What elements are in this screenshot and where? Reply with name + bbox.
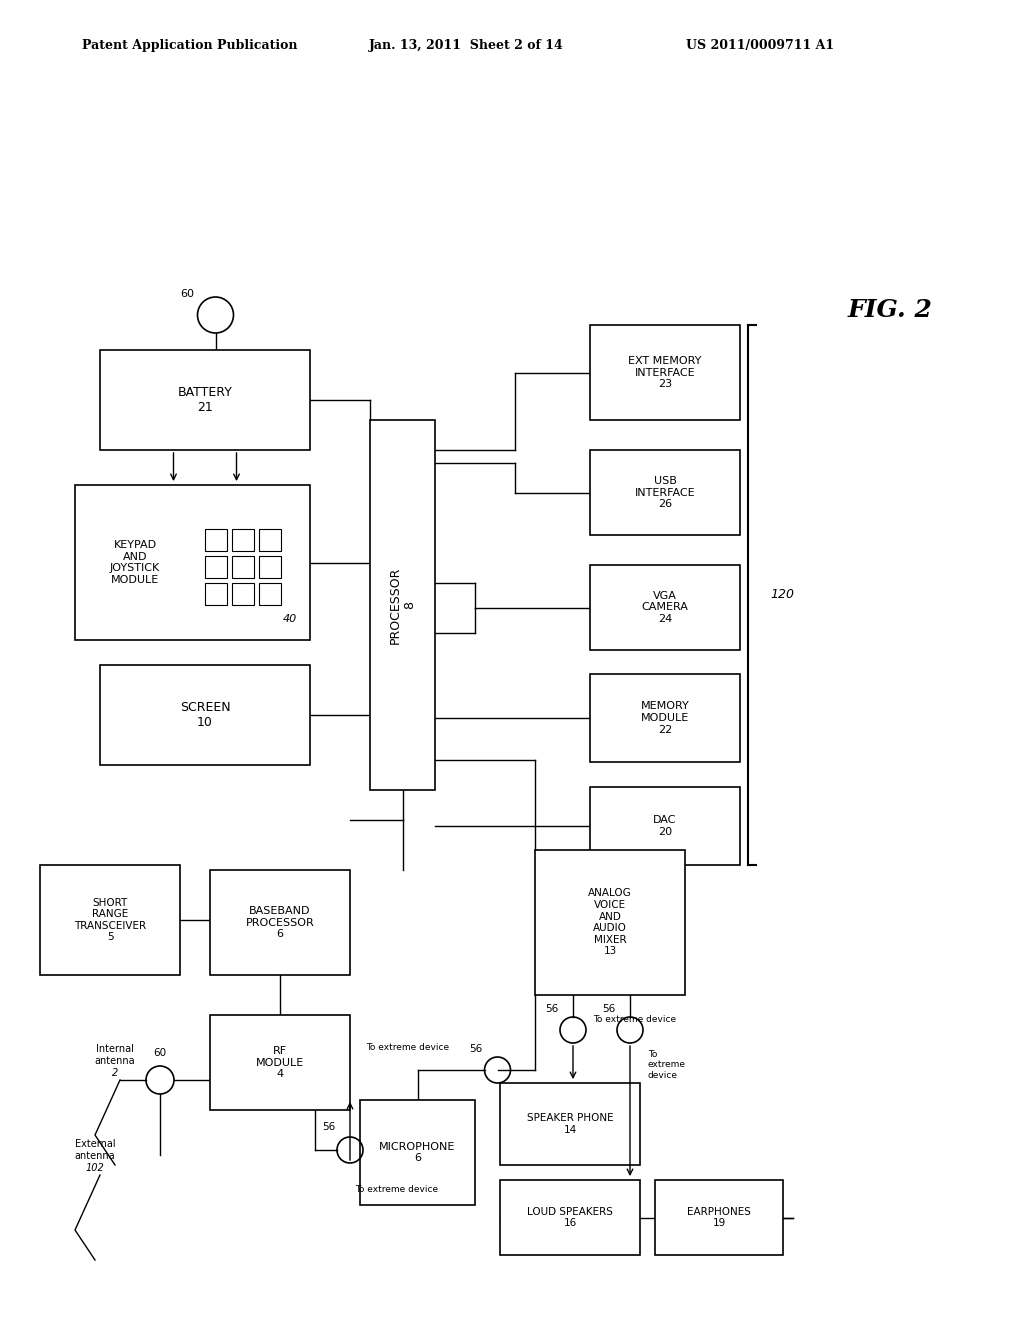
Bar xyxy=(590,787,740,865)
Bar xyxy=(75,484,310,640)
Text: Patent Application Publication: Patent Application Publication xyxy=(82,38,297,51)
Text: 60: 60 xyxy=(180,289,195,300)
Text: To extreme device: To extreme device xyxy=(593,1015,676,1024)
Text: SCREEN
10: SCREEN 10 xyxy=(179,701,230,729)
Bar xyxy=(259,529,281,550)
Bar xyxy=(360,1100,475,1205)
Text: Jan. 13, 2011  Sheet 2 of 14: Jan. 13, 2011 Sheet 2 of 14 xyxy=(369,38,563,51)
Bar xyxy=(535,850,685,995)
Bar xyxy=(590,325,740,420)
Text: To
extreme
device: To extreme device xyxy=(648,1049,686,1080)
Text: antenna: antenna xyxy=(94,1056,135,1067)
Text: To extreme device: To extreme device xyxy=(355,1185,438,1195)
Text: External: External xyxy=(75,1139,116,1148)
Text: EARPHONES
19: EARPHONES 19 xyxy=(687,1206,751,1229)
Text: VGA
CAMERA
24: VGA CAMERA 24 xyxy=(642,591,688,624)
Bar xyxy=(232,583,254,605)
Text: DAC
20: DAC 20 xyxy=(653,816,677,837)
Text: Internal: Internal xyxy=(96,1044,134,1053)
Bar xyxy=(500,1082,640,1166)
Bar xyxy=(500,1180,640,1255)
Text: BASEBAND
PROCESSOR
6: BASEBAND PROCESSOR 6 xyxy=(246,906,314,939)
Bar xyxy=(590,565,740,649)
Text: 60: 60 xyxy=(154,1048,167,1059)
Bar xyxy=(232,556,254,578)
Bar xyxy=(205,529,227,550)
Text: 56: 56 xyxy=(545,1005,558,1014)
Bar xyxy=(40,865,180,975)
Text: 102: 102 xyxy=(86,1163,104,1173)
Text: MICROPHONE
6: MICROPHONE 6 xyxy=(379,1142,456,1163)
Text: SHORT
RANGE
TRANSCEIVER
5: SHORT RANGE TRANSCEIVER 5 xyxy=(74,898,146,942)
Text: EXT MEMORY
INTERFACE
23: EXT MEMORY INTERFACE 23 xyxy=(629,356,701,389)
Text: PROCESSOR
8: PROCESSOR 8 xyxy=(388,566,417,644)
Text: SPEAKER PHONE
14: SPEAKER PHONE 14 xyxy=(526,1113,613,1135)
Bar xyxy=(100,665,310,766)
Text: FIG. 2: FIG. 2 xyxy=(848,298,933,322)
Bar xyxy=(590,450,740,535)
Bar xyxy=(232,529,254,550)
Text: LOUD SPEAKERS
16: LOUD SPEAKERS 16 xyxy=(527,1206,613,1229)
Text: US 2011/0009711 A1: US 2011/0009711 A1 xyxy=(686,38,835,51)
Text: 56: 56 xyxy=(469,1044,482,1053)
Bar xyxy=(205,583,227,605)
Bar xyxy=(210,1015,350,1110)
Bar xyxy=(259,556,281,578)
Text: ANALOG
VOICE
AND
AUDIO
MIXER
13: ANALOG VOICE AND AUDIO MIXER 13 xyxy=(588,888,632,957)
Text: 56: 56 xyxy=(322,1122,335,1133)
Bar xyxy=(370,420,435,789)
Text: 40: 40 xyxy=(283,614,297,624)
Bar xyxy=(100,350,310,450)
Bar xyxy=(655,1180,783,1255)
Text: 56: 56 xyxy=(602,1005,615,1014)
Text: RF
MODULE
4: RF MODULE 4 xyxy=(256,1045,304,1080)
Bar xyxy=(205,556,227,578)
Text: MEMORY
MODULE
22: MEMORY MODULE 22 xyxy=(641,701,689,735)
Bar xyxy=(210,870,350,975)
Text: 2: 2 xyxy=(112,1068,118,1078)
Text: 120: 120 xyxy=(770,589,794,602)
Bar xyxy=(259,583,281,605)
Text: BATTERY
21: BATTERY 21 xyxy=(177,385,232,414)
Bar xyxy=(590,675,740,762)
Text: To extreme device: To extreme device xyxy=(366,1043,450,1052)
Text: KEYPAD
AND
JOYSTICK
MODULE: KEYPAD AND JOYSTICK MODULE xyxy=(110,540,160,585)
Text: USB
INTERFACE
26: USB INTERFACE 26 xyxy=(635,477,695,510)
Text: antenna: antenna xyxy=(75,1151,116,1162)
